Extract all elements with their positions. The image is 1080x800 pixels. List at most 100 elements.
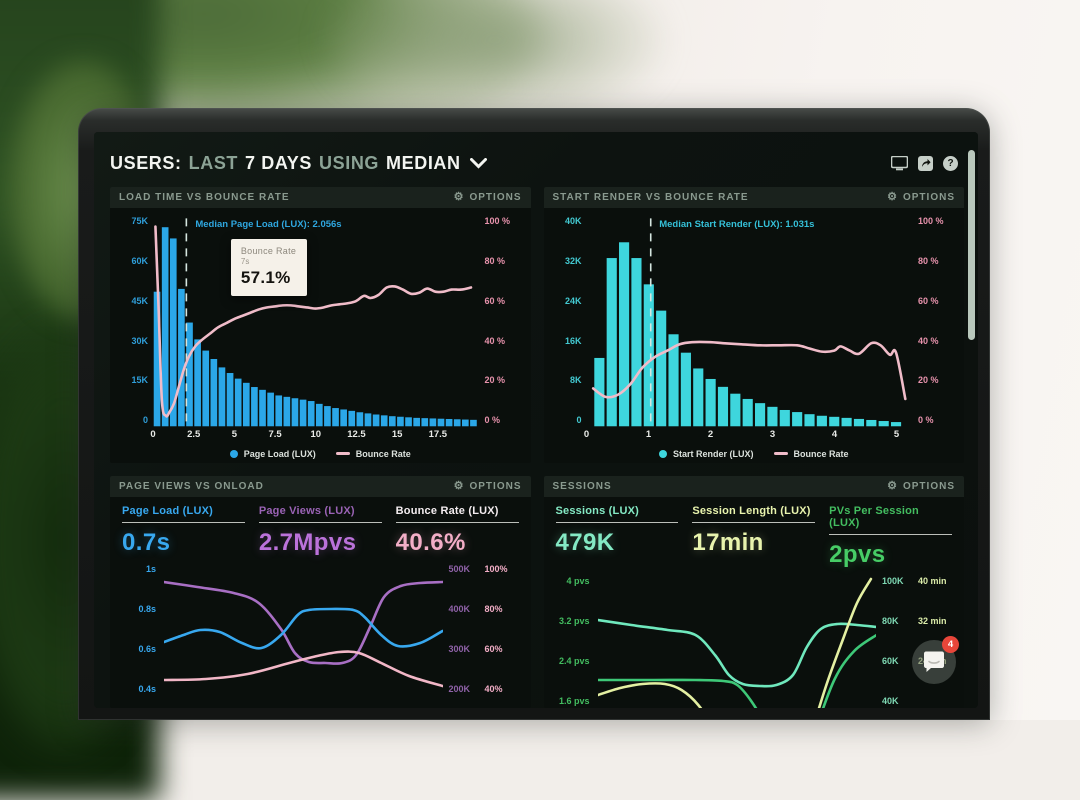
metric-label: Page Views (LUX)	[259, 505, 382, 517]
metric-underline	[692, 522, 815, 523]
chart-plot-area[interactable]: Median Page Load (LUX): 2.056s Bounce Ra…	[153, 216, 478, 426]
y-tick: 40 min	[918, 576, 947, 586]
y-tick: 40 %	[918, 336, 939, 346]
panel-title: SESSIONS	[553, 481, 612, 492]
y-tick: 0.4s	[138, 684, 156, 694]
chevron-down-icon	[470, 158, 487, 169]
metric-value: 479K	[556, 529, 679, 557]
gear-icon: ⚙	[454, 192, 465, 203]
title-part: 7 DAYS	[245, 153, 312, 174]
y-tick: 2.4 pvs	[559, 656, 590, 666]
metric-value: 40.6%	[396, 529, 519, 557]
metric-value: 17min	[692, 529, 815, 557]
metric-underline	[556, 522, 679, 523]
y-tick: 40 %	[485, 336, 506, 346]
gear-icon: ⚙	[887, 192, 898, 203]
title-part: MEDIAN	[386, 153, 461, 174]
y-tick: 100 %	[918, 216, 944, 226]
chat-widget-button[interactable]: 4	[912, 640, 956, 684]
monitor-icon[interactable]	[891, 156, 908, 171]
y-tick: 0 %	[485, 415, 501, 425]
y-axis-right: 100 %80 %60 %40 %20 %0 %	[911, 216, 958, 426]
metric-underline	[122, 522, 245, 523]
legend-item[interactable]: Page Load (LUX)	[230, 449, 316, 459]
y-tick: 4 pvs	[566, 576, 589, 586]
y-tick: 40K	[882, 696, 918, 706]
options-button[interactable]: ⚙OPTIONS	[454, 192, 522, 203]
y-tick: 80K	[882, 616, 918, 626]
legend-item[interactable]: Bounce Rate	[336, 449, 411, 459]
y-tick: 32K	[565, 256, 582, 266]
panel-header: SESSIONS ⚙OPTIONS	[544, 476, 965, 497]
share-icon[interactable]	[918, 156, 933, 171]
y-tick: 200K	[449, 684, 485, 694]
y-tick: 60 %	[485, 296, 506, 306]
metric-label: Bounce Rate (LUX)	[396, 505, 519, 517]
gear-icon: ⚙	[887, 481, 898, 492]
y-tick: 1.6 pvs	[559, 696, 590, 706]
panel-header: LOAD TIME VS BOUNCE RATE ⚙OPTIONS	[110, 187, 531, 208]
metric: Sessions (LUX)479K	[556, 505, 679, 569]
panel-title: LOAD TIME VS BOUNCE RATE	[119, 192, 289, 203]
y-tick: 400K	[449, 604, 485, 614]
chart-tooltip: Bounce Rate 7s 57.1%	[231, 239, 307, 296]
y-tick: 20 %	[485, 375, 506, 385]
metric-label: Session Length (LUX)	[692, 505, 815, 517]
chart-plot-area[interactable]: Median Start Render (LUX): 1.031s	[587, 216, 912, 426]
y-tick: 20 %	[918, 375, 939, 385]
legend-swatch-line	[336, 452, 350, 455]
legend-swatch-dot	[230, 450, 238, 458]
panel-title: START RENDER VS BOUNCE RATE	[553, 192, 749, 203]
legend-label: Bounce Rate	[794, 449, 849, 459]
x-tick: 7.5	[268, 429, 281, 440]
legend-item[interactable]: Start Render (LUX)	[659, 449, 754, 459]
title-part: LAST	[189, 153, 238, 174]
title-part: USING	[319, 153, 379, 174]
x-tick: 5	[894, 429, 899, 440]
y-tick: 16K	[565, 336, 582, 346]
metric-underline	[829, 534, 952, 535]
metric-underline	[259, 522, 382, 523]
metric: PVs Per Session (LUX)2pvs	[829, 505, 952, 569]
y-tick: 40%	[485, 684, 503, 694]
median-annotation: Median Page Load (LUX): 2.056s	[195, 219, 341, 230]
options-button[interactable]: ⚙OPTIONS	[454, 481, 522, 492]
y-tick: 300K	[449, 644, 485, 654]
y-tick: 80 %	[918, 256, 939, 266]
panel-header: START RENDER VS BOUNCE RATE ⚙OPTIONS	[544, 187, 965, 208]
y-tick: 60 %	[918, 296, 939, 306]
legend-item[interactable]: Bounce Rate	[774, 449, 849, 459]
metric: Page Views (LUX)2.7Mpvs	[259, 505, 382, 557]
y-tick: 100%	[485, 564, 508, 574]
metrics-row: Page Load (LUX)0.7s Page Views (LUX)2.7Mp…	[110, 497, 531, 557]
metric: Page Load (LUX)0.7s	[122, 505, 245, 557]
options-button[interactable]: ⚙OPTIONS	[887, 481, 955, 492]
metric-label: PVs Per Session (LUX)	[829, 505, 952, 529]
panel-start-render: START RENDER VS BOUNCE RATE ⚙OPTIONS 40K…	[544, 187, 965, 463]
y-tick: 75K	[131, 216, 148, 226]
chart-plot-area[interactable]	[164, 563, 443, 708]
y-tick: 0	[576, 415, 581, 425]
metric-value: 0.7s	[122, 529, 245, 557]
help-icon[interactable]: ?	[943, 156, 958, 171]
x-tick: 5	[232, 429, 237, 440]
options-button[interactable]: ⚙OPTIONS	[887, 192, 955, 203]
scrollbar[interactable]	[968, 150, 975, 340]
y-tick: 100K	[882, 576, 918, 586]
chart-plot-area[interactable]	[598, 575, 877, 708]
tooltip-series: Bounce Rate	[241, 246, 296, 256]
